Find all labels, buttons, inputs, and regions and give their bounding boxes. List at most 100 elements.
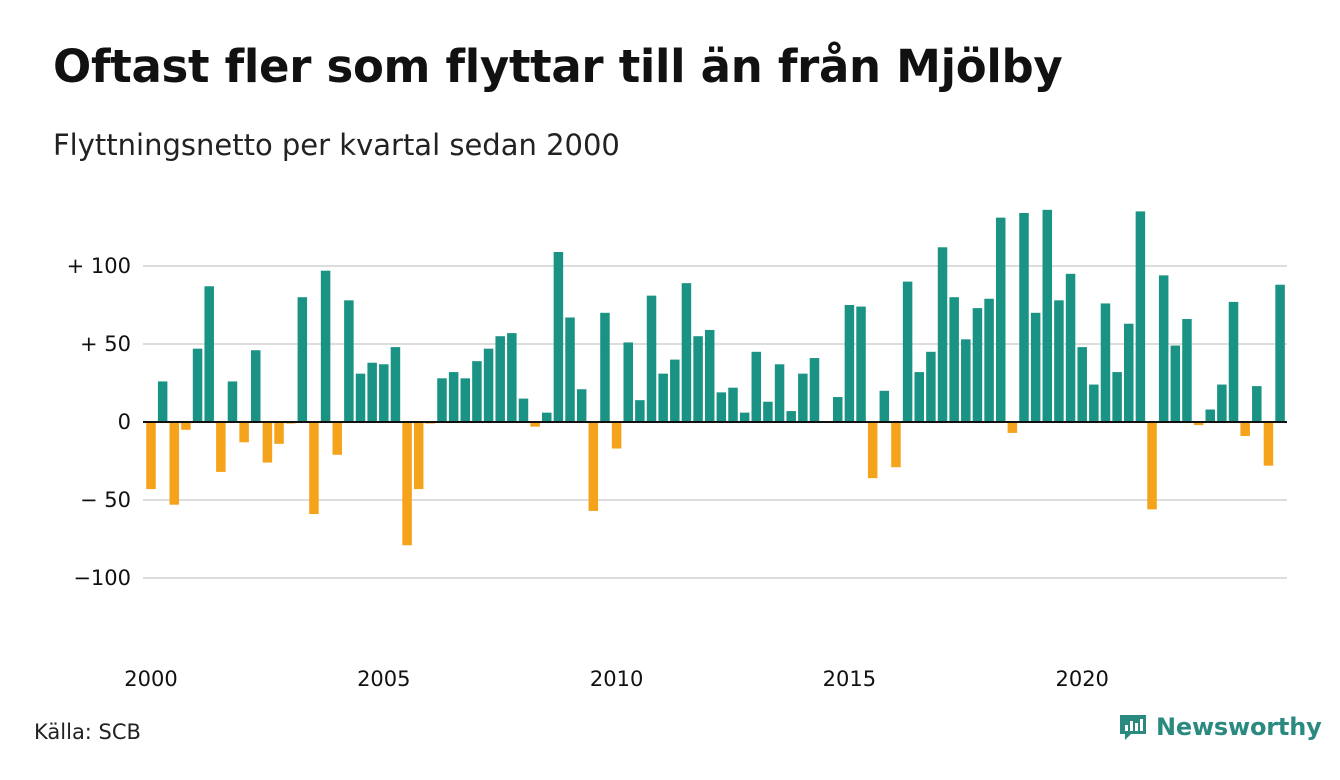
- bar: [1147, 422, 1157, 510]
- bar: [809, 358, 820, 422]
- brand-name: Newsworthy: [1156, 713, 1322, 741]
- bar: [763, 401, 773, 422]
- bar: [833, 397, 843, 422]
- bar: [856, 306, 866, 422]
- bar: [1263, 422, 1274, 466]
- bar: [867, 422, 878, 479]
- bar: [1019, 212, 1029, 422]
- bar: [146, 422, 156, 490]
- source-note: Källa: SCB: [34, 720, 141, 744]
- bar: [658, 373, 668, 422]
- bar: [344, 300, 354, 422]
- bar: [646, 295, 657, 422]
- bar: [239, 422, 249, 443]
- bar: [1252, 386, 1262, 422]
- bar: [216, 422, 226, 472]
- y-tick-label: + 50: [80, 332, 131, 356]
- bar: [798, 373, 808, 422]
- y-axis-labels: + 100 + 50 0 − 50 −100: [67, 254, 131, 590]
- bar: [448, 372, 459, 422]
- bar: [251, 350, 261, 422]
- bar: [937, 247, 948, 422]
- bar: [1089, 384, 1099, 422]
- bar: [1275, 284, 1285, 422]
- bar: [1112, 372, 1122, 422]
- bar: [472, 361, 482, 422]
- bar: [1182, 319, 1192, 422]
- chart-subtitle: Flyttningsnetto per kvartal sedan 2000: [53, 128, 620, 162]
- bar: [600, 312, 610, 422]
- bar: [961, 339, 971, 422]
- bar: [681, 283, 692, 422]
- bar: [262, 422, 273, 463]
- bar: [576, 389, 587, 422]
- bar: [844, 305, 855, 422]
- bar: [495, 336, 505, 422]
- bar: [704, 329, 715, 422]
- bar: [518, 398, 529, 422]
- bar: [1205, 409, 1215, 422]
- bar: [1054, 300, 1064, 422]
- y-tick-label: 0: [118, 410, 131, 434]
- bar: [774, 364, 785, 422]
- bar: [1007, 422, 1018, 433]
- bar: [297, 297, 308, 422]
- bar: [530, 422, 540, 427]
- bar: [635, 400, 645, 422]
- x-tick-label: 2020: [1055, 667, 1108, 691]
- chart-title: Oftast fler som flyttar till än från Mjö…: [53, 40, 1063, 93]
- bar: [926, 351, 936, 422]
- bar: [611, 422, 622, 449]
- y-tick-label: −100: [73, 566, 131, 590]
- bar: [181, 422, 191, 430]
- bar: [390, 347, 401, 422]
- x-tick-label: 2015: [823, 667, 876, 691]
- y-tick-label: + 100: [67, 254, 131, 278]
- bar: [914, 372, 924, 422]
- bar-chart: + 100 + 50 0 − 50 −100 2000 2005 2010 2015 2020: [67, 209, 1287, 691]
- bar: [739, 412, 750, 422]
- bar: [1065, 273, 1076, 422]
- bar: [1217, 384, 1227, 422]
- bar: [204, 286, 214, 422]
- bar: [1228, 301, 1239, 422]
- bar: [227, 381, 238, 422]
- x-tick-label: 2010: [590, 667, 643, 691]
- bar: [693, 336, 703, 422]
- bar: [169, 422, 180, 505]
- bar: [553, 251, 564, 422]
- bar: [1100, 303, 1111, 422]
- bar: [1042, 209, 1053, 422]
- bar: [332, 422, 342, 455]
- bar: [1030, 312, 1041, 422]
- bar: [1193, 422, 1204, 426]
- bar: [437, 378, 447, 422]
- bar: [995, 217, 1006, 422]
- bar: [984, 298, 994, 422]
- bar: [565, 317, 575, 422]
- bar: [786, 411, 796, 422]
- newsworthy-logo-icon: [1120, 715, 1146, 740]
- x-tick-label: 2000: [124, 667, 177, 691]
- bar: [1135, 211, 1146, 422]
- bar: [1170, 345, 1181, 422]
- bar: [670, 359, 680, 422]
- bar: [157, 381, 168, 422]
- bar: [507, 333, 517, 422]
- bar: [891, 422, 901, 468]
- bar: [949, 297, 959, 422]
- bar: [413, 422, 424, 490]
- bar: [1124, 323, 1134, 422]
- brand-logo: Newsworthy: [1118, 712, 1322, 742]
- bar: [1158, 275, 1169, 422]
- bar: [751, 351, 762, 422]
- bar: [367, 362, 377, 422]
- bars: [146, 209, 1285, 546]
- bar: [1077, 347, 1087, 422]
- y-tick-label: − 50: [80, 488, 131, 512]
- bar: [879, 390, 890, 422]
- bar: [483, 348, 494, 422]
- bar: [460, 378, 471, 422]
- bar: [716, 392, 727, 422]
- bar: [192, 348, 203, 422]
